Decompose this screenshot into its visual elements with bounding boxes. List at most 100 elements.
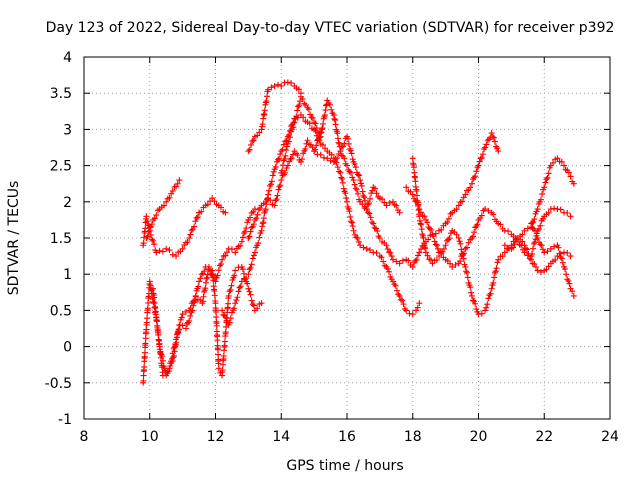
data-point — [357, 177, 364, 184]
y-tick-label: -1 — [58, 412, 72, 428]
data-point — [471, 298, 478, 305]
data-point — [365, 200, 372, 207]
data-point — [287, 134, 294, 141]
data-point — [488, 130, 495, 137]
data-point — [281, 156, 288, 163]
data-point — [463, 244, 470, 251]
data-point — [339, 179, 346, 186]
data-point — [258, 227, 265, 234]
data-point — [559, 259, 566, 266]
data-point — [455, 202, 462, 209]
data-point — [295, 103, 302, 110]
data-point — [259, 121, 266, 128]
data-point — [305, 106, 312, 113]
data-point — [328, 151, 335, 158]
data-point — [247, 228, 254, 235]
data-point — [445, 215, 452, 222]
data-point — [169, 251, 176, 258]
data-point — [235, 288, 242, 295]
data-point — [146, 278, 153, 285]
data-point — [188, 227, 195, 234]
data-point — [361, 194, 368, 201]
data-point — [267, 197, 274, 204]
data-point — [232, 249, 239, 256]
data-point — [373, 190, 380, 197]
series-track-13 — [501, 155, 577, 252]
data-point — [222, 209, 229, 216]
data-point — [239, 266, 246, 273]
data-point — [246, 288, 253, 295]
data-point — [462, 191, 469, 198]
data-point — [309, 115, 316, 122]
data-point — [563, 271, 570, 278]
data-point — [539, 191, 546, 198]
data-point — [362, 197, 369, 204]
data-point — [535, 226, 542, 233]
data-point — [436, 253, 443, 260]
data-point — [538, 242, 545, 249]
data-point — [393, 258, 400, 265]
data-point — [145, 222, 152, 229]
data-point — [558, 255, 565, 262]
data-point — [490, 279, 497, 286]
data-point — [254, 305, 261, 312]
data-point — [491, 274, 498, 281]
data-point — [254, 211, 261, 218]
data-point — [374, 228, 381, 235]
y-axis-ticks: -1 -0.5 0 0.5 1 1.5 2 2.5 3 3.5 4 — [45, 50, 610, 428]
data-point — [147, 282, 154, 289]
data-point — [336, 140, 343, 147]
data-point — [462, 263, 469, 270]
data-point — [383, 202, 390, 209]
data-point — [140, 377, 147, 384]
data-point — [365, 209, 372, 216]
data-point — [565, 169, 572, 176]
data-point — [286, 158, 293, 165]
data-point — [284, 79, 291, 86]
data-point — [570, 292, 577, 299]
data-point — [311, 148, 318, 155]
data-point — [194, 214, 201, 221]
data-point — [459, 252, 466, 259]
data-point — [473, 306, 480, 313]
data-point — [213, 308, 220, 315]
data-point — [531, 216, 538, 223]
data-point — [219, 307, 226, 314]
data-point — [400, 301, 407, 308]
data-point — [354, 235, 361, 242]
data-point — [249, 223, 256, 230]
data-point — [556, 250, 563, 257]
data-point — [529, 224, 536, 231]
data-point — [159, 357, 166, 364]
series-track-1 — [143, 177, 183, 241]
data-point — [259, 223, 266, 230]
data-point — [314, 137, 321, 144]
x-axis-label: GPS time / hours — [286, 458, 403, 474]
data-point — [440, 245, 447, 252]
data-point — [186, 317, 193, 324]
data-point — [272, 197, 279, 204]
data-point — [482, 206, 489, 213]
data-point — [274, 192, 281, 199]
data-point — [231, 305, 238, 312]
data-point — [144, 315, 151, 322]
data-point — [221, 338, 228, 345]
data-point — [163, 245, 170, 252]
data-point — [567, 173, 574, 180]
data-point — [477, 155, 484, 162]
data-point — [569, 288, 576, 295]
data-point — [490, 211, 497, 218]
data-point — [453, 206, 460, 213]
data-point — [142, 340, 149, 347]
data-point — [169, 358, 176, 365]
data-point — [344, 198, 350, 205]
data-point — [529, 219, 536, 226]
data-point — [238, 238, 245, 245]
data-point — [191, 297, 198, 304]
data-point — [288, 155, 295, 162]
data-point — [249, 255, 256, 262]
data-point — [265, 86, 272, 93]
data-point — [497, 221, 504, 228]
data-point — [278, 82, 285, 89]
data-point — [443, 237, 450, 244]
